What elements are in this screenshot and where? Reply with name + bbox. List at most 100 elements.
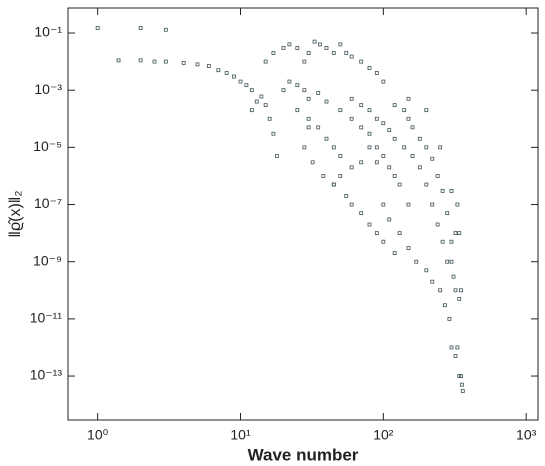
point [349, 54, 354, 59]
point [410, 154, 415, 158]
point [367, 131, 372, 136]
point [306, 125, 311, 130]
point [455, 345, 460, 350]
point [295, 108, 300, 113]
point [406, 202, 411, 207]
point [259, 94, 264, 99]
point [244, 83, 249, 88]
point [338, 108, 343, 113]
point [414, 259, 419, 264]
point [359, 125, 364, 130]
x-tick-label: 10³ [516, 427, 537, 443]
point [224, 71, 229, 75]
point [324, 99, 329, 104]
point [249, 88, 254, 93]
point [302, 59, 307, 64]
y-tick-label: 10⁻³ [34, 81, 62, 97]
point [392, 103, 397, 108]
point [206, 64, 211, 68]
point [324, 46, 329, 50]
point [453, 231, 458, 236]
point [460, 389, 465, 393]
point [374, 231, 379, 236]
point [324, 136, 329, 141]
point [349, 96, 354, 101]
point [387, 165, 392, 170]
point [367, 66, 372, 70]
point [457, 231, 462, 236]
point [216, 68, 221, 73]
point [349, 202, 354, 207]
point [331, 182, 336, 187]
point [406, 246, 411, 250]
point [275, 154, 279, 158]
point [392, 174, 397, 178]
point [138, 26, 143, 30]
point [181, 61, 186, 65]
point [447, 316, 452, 321]
point [287, 79, 292, 84]
point [116, 58, 121, 63]
y-tick-label: 10⁻⁹ [33, 252, 62, 268]
point [417, 136, 422, 141]
point [449, 345, 454, 350]
y-tick-label: 10⁻¹¹ [30, 310, 63, 326]
point [238, 79, 243, 84]
point [424, 268, 429, 273]
point [271, 131, 276, 136]
point [331, 51, 336, 55]
point [381, 154, 386, 158]
point [387, 217, 392, 222]
point [381, 121, 386, 126]
point [424, 108, 429, 113]
point [438, 288, 443, 293]
point [381, 239, 386, 244]
point [263, 59, 268, 64]
x-tick-label: 10¹ [230, 427, 251, 443]
point [402, 108, 407, 113]
point [455, 202, 460, 207]
point [367, 222, 372, 227]
point [163, 59, 168, 64]
point [397, 182, 402, 187]
point [406, 96, 411, 101]
point [438, 145, 443, 150]
point [430, 279, 435, 284]
point [457, 374, 462, 378]
y-tick-label: 10⁻⁷ [34, 195, 62, 211]
point [338, 154, 343, 158]
point [359, 160, 364, 165]
point [451, 274, 456, 279]
point [152, 59, 157, 64]
y-axis-label: ‖ϱ̂(x)‖₂ [7, 190, 24, 237]
point [453, 288, 458, 293]
point [302, 145, 307, 150]
point [331, 182, 336, 187]
point [281, 46, 286, 50]
point [397, 231, 402, 236]
point [95, 26, 100, 30]
point [349, 116, 354, 121]
point [344, 51, 349, 55]
point [195, 62, 200, 67]
point [306, 96, 311, 101]
point [392, 251, 397, 255]
point [254, 99, 259, 104]
point [295, 83, 300, 88]
point [374, 160, 379, 165]
plot-frame [67, 7, 539, 421]
point [430, 202, 435, 207]
point [138, 58, 143, 63]
y-tick-label: 10⁻¹³ [30, 367, 63, 383]
point [381, 202, 386, 207]
point [381, 79, 386, 84]
point [287, 42, 292, 47]
point [445, 211, 450, 216]
point [367, 145, 372, 150]
point [392, 136, 397, 141]
x-tick-label: 10⁰ [87, 427, 109, 443]
point [271, 51, 276, 55]
point [338, 42, 343, 47]
point [338, 174, 343, 178]
point [449, 188, 454, 193]
